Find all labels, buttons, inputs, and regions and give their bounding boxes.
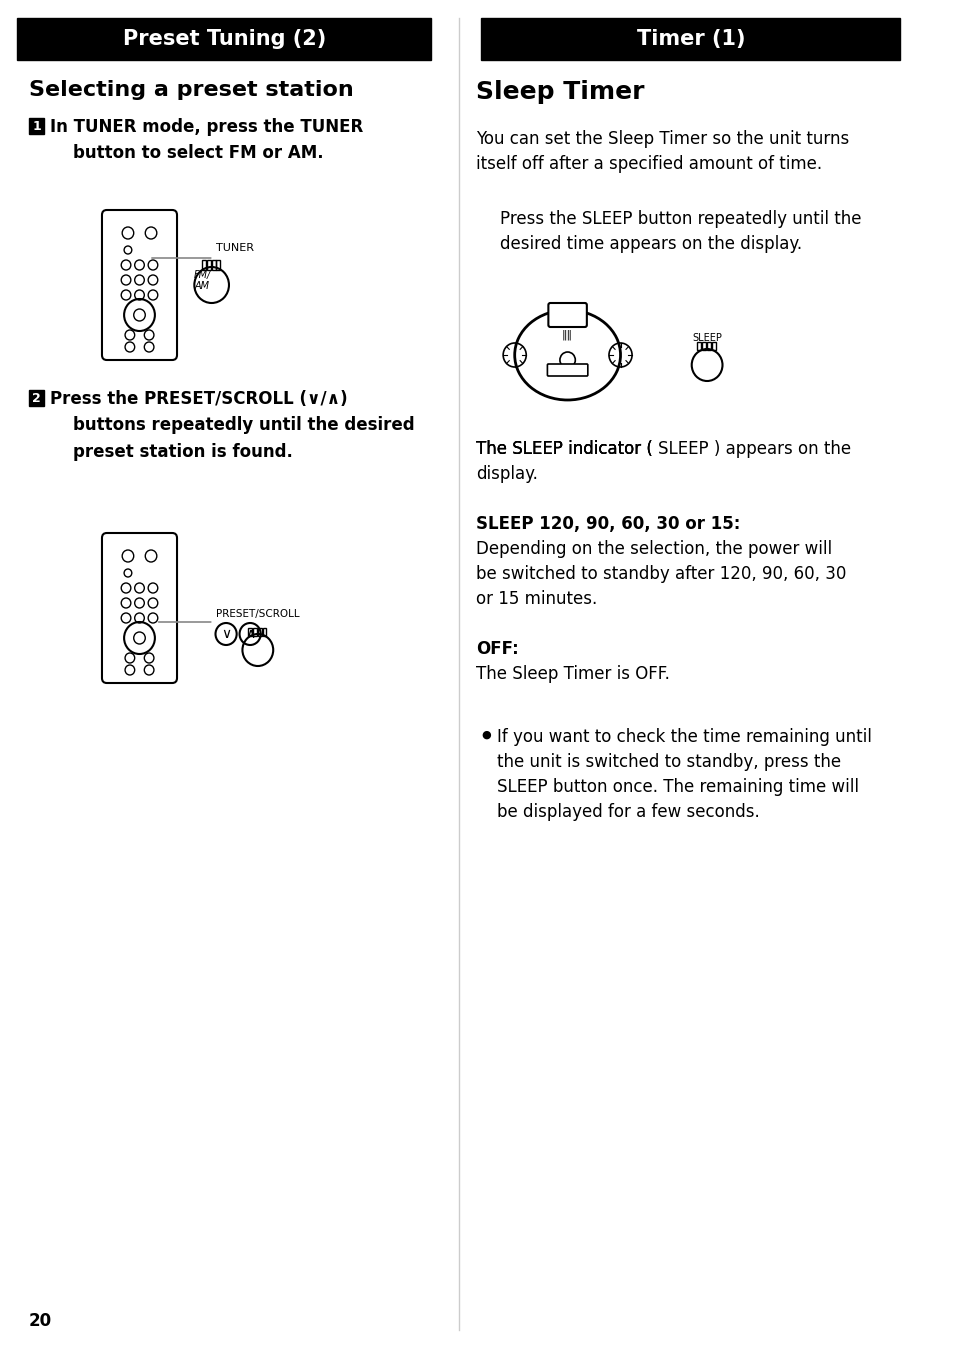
Text: AM: AM [194,282,210,291]
Text: ∧: ∧ [245,627,255,640]
Bar [216,260,220,269]
FancyBboxPatch shape [548,303,586,328]
Text: ●: ● [480,730,490,741]
Bar [706,343,710,349]
FancyBboxPatch shape [547,364,587,376]
Text: 20: 20 [29,1312,51,1330]
Bar [248,628,252,636]
Text: Timer (1): Timer (1) [636,28,744,49]
Text: If you want to check the time remaining until
the unit is switched to standby, p: If you want to check the time remaining … [497,728,871,821]
Text: ∨: ∨ [221,627,231,640]
Text: The SLEEP indicator (: The SLEEP indicator ( [476,440,658,458]
Text: The SLEEP indicator (: The SLEEP indicator ( [476,440,658,458]
Bar [711,343,715,349]
Text: Preset Tuning (2): Preset Tuning (2) [122,28,325,49]
Text: ‖‖: ‖‖ [561,330,573,340]
Bar [262,628,266,636]
Text: The SLEEP indicator ( SLEEP ) appears on the
display.: The SLEEP indicator ( SLEEP ) appears on… [476,440,850,483]
Text: In TUNER mode, press the TUNER
    button to select FM or AM.: In TUNER mode, press the TUNER button to… [50,118,363,162]
Text: Sleep Timer: Sleep Timer [476,80,644,104]
Bar [29,390,44,406]
FancyBboxPatch shape [102,533,177,682]
Text: FM/: FM/ [193,269,211,280]
Bar [207,260,211,269]
Text: Press the PRESET/SCROLL (∨/∧)
    buttons repeatedly until the desired
    prese: Press the PRESET/SCROLL (∨/∧) buttons re… [50,390,415,460]
Text: You can set the Sleep Timer so the unit turns
itself off after a specified amoun: You can set the Sleep Timer so the unit … [476,130,848,173]
Text: The Sleep Timer is OFF.: The Sleep Timer is OFF. [476,665,669,682]
Text: Selecting a preset station: Selecting a preset station [29,80,354,100]
Text: OFF:: OFF: [476,640,518,658]
Bar [697,343,700,349]
Bar [29,118,44,134]
Text: SLEEP 120, 90, 60, 30 or 15:: SLEEP 120, 90, 60, 30 or 15: [476,515,740,533]
Text: TUNER: TUNER [216,242,254,253]
Bar [212,260,215,269]
Bar [480,18,900,60]
Bar [257,628,261,636]
FancyBboxPatch shape [102,210,177,360]
Bar [17,18,431,60]
Bar [253,628,256,636]
Bar [202,260,206,269]
Text: SLEEP: SLEEP [692,333,721,343]
Text: 1: 1 [32,119,41,133]
Text: PRESET/SCROLL: PRESET/SCROLL [216,609,300,619]
Text: Press the SLEEP button repeatedly until the
desired time appears on the display.: Press the SLEEP button repeatedly until … [499,210,861,253]
Text: 2: 2 [32,391,41,405]
Bar [701,343,705,349]
Text: Depending on the selection, the power will
be switched to standby after 120, 90,: Depending on the selection, the power wi… [476,540,845,608]
